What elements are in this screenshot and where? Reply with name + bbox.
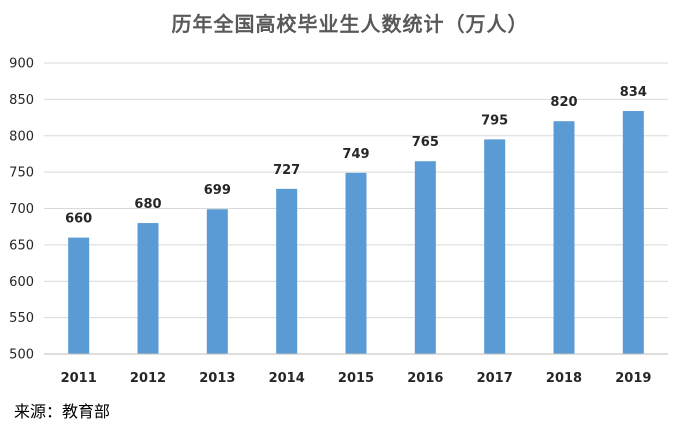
- chart-title: 历年全国高校毕业生人数统计（万人）: [171, 12, 529, 36]
- y-tick-label: 750: [9, 166, 34, 181]
- y-tick-label: 900: [9, 57, 34, 72]
- data-label: 834: [620, 85, 647, 100]
- source-note: 来源：教育部: [14, 402, 111, 421]
- data-label: 727: [273, 163, 300, 178]
- x-axis-tick-labels: 2011 2012 2013 2014 2015 2016 2017 2018 2019: [61, 371, 652, 386]
- y-axis-tick-labels: 500 550 600 650 700 750 800 850 900: [9, 57, 34, 363]
- y-tick-label: 650: [9, 238, 34, 253]
- data-label: 795: [481, 113, 508, 128]
- bar: [484, 139, 506, 354]
- data-label: 765: [412, 135, 439, 150]
- y-tick-label: 500: [9, 348, 34, 363]
- bar: [137, 223, 159, 354]
- bar: [414, 161, 436, 354]
- data-label: 680: [134, 197, 161, 212]
- data-label: 820: [550, 95, 577, 110]
- x-tick-label: 2014: [269, 371, 305, 386]
- data-label: 699: [204, 183, 231, 198]
- x-tick-label: 2016: [407, 371, 443, 386]
- bar: [345, 172, 367, 354]
- y-tick-label: 800: [9, 129, 34, 144]
- y-tick-label: 700: [9, 202, 34, 217]
- y-tick-label: 550: [9, 311, 34, 326]
- y-tick-label: 850: [9, 93, 34, 108]
- bar: [206, 209, 228, 354]
- bars: [68, 111, 644, 354]
- x-tick-label: 2019: [615, 371, 651, 386]
- bar: [622, 111, 644, 354]
- bar: [276, 188, 298, 354]
- data-label: 660: [65, 212, 92, 227]
- bar: [553, 121, 575, 354]
- x-tick-label: 2012: [130, 371, 166, 386]
- x-tick-label: 2018: [546, 371, 582, 386]
- x-tick-label: 2015: [338, 371, 374, 386]
- data-label: 749: [342, 147, 369, 162]
- x-tick-label: 2011: [61, 371, 97, 386]
- data-labels: 660 680 699 727 749 765 795 820 834: [65, 85, 647, 227]
- x-tick-label: 2013: [199, 371, 235, 386]
- bar: [68, 237, 90, 354]
- x-tick-label: 2017: [477, 371, 513, 386]
- y-tick-label: 600: [9, 275, 34, 290]
